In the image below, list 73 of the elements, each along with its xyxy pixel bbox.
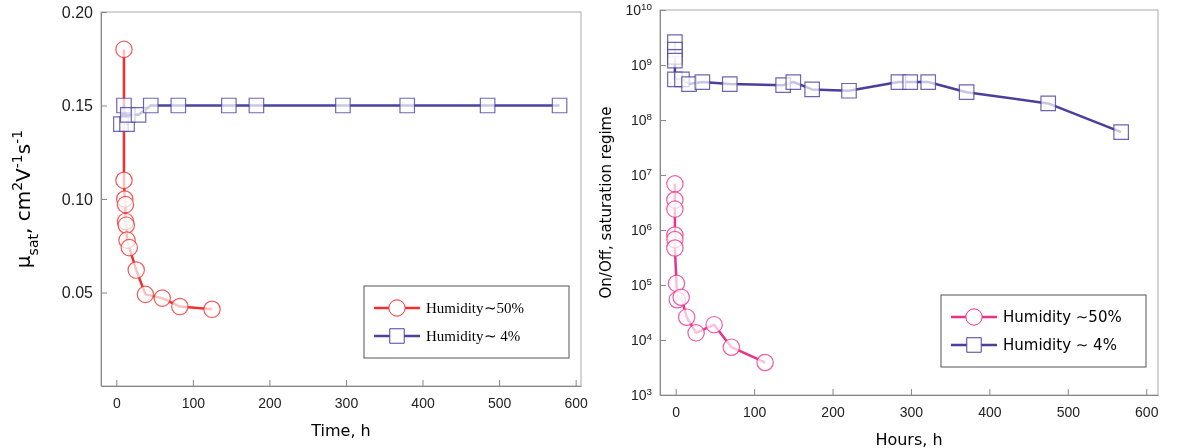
- point: [136, 285, 155, 304]
- point: [841, 82, 857, 99]
- legend-label: Humidity∼50%: [426, 300, 524, 316]
- point: [672, 288, 690, 306]
- point: [142, 97, 159, 114]
- point: [221, 97, 237, 114]
- y-tick-label: 10$^{7}$: [630, 165, 652, 183]
- y-axis-title: On/Off, saturation regime: [597, 106, 615, 299]
- x-tick-label: 200: [258, 394, 282, 411]
- y-tick-label: 0.10: [61, 190, 94, 208]
- point: [920, 74, 937, 90]
- point: [130, 107, 147, 123]
- x-tick-label: 400: [978, 403, 1002, 420]
- x-axis-title: Hours, h: [875, 430, 943, 448]
- point: [115, 40, 133, 59]
- point: [170, 97, 187, 114]
- y-tick-label: 0.20: [61, 3, 94, 21]
- point: [687, 324, 705, 342]
- y-tick-label: 10$^{4}$: [630, 330, 653, 348]
- legend-label: Humidity ∼ 4%: [1003, 336, 1117, 354]
- point: [756, 353, 774, 372]
- point: [117, 216, 136, 234]
- x-tick-label: 100: [181, 394, 206, 411]
- y-tick-label: 10$^{6}$: [630, 220, 653, 238]
- x-axis-title: Time, h: [310, 421, 371, 440]
- point: [399, 97, 416, 114]
- x-tick-label: 100: [742, 403, 767, 420]
- point: [335, 97, 351, 114]
- point: [1040, 95, 1057, 112]
- point: [171, 297, 189, 316]
- point: [722, 338, 741, 356]
- point: [153, 289, 172, 307]
- y-tick-label: 0.05: [61, 284, 94, 302]
- point: [705, 315, 723, 334]
- point: [666, 200, 684, 218]
- point: [1113, 124, 1129, 141]
- point: [721, 76, 738, 92]
- point: [785, 74, 802, 90]
- point: [248, 97, 265, 114]
- x-tick-label: 500: [1056, 403, 1081, 420]
- point: [666, 239, 684, 257]
- point: [120, 238, 139, 257]
- point: [666, 175, 684, 193]
- point: [667, 52, 683, 69]
- x-tick-label: 300: [899, 403, 924, 420]
- y-tick-label: 10$^{8}$: [630, 110, 653, 128]
- point: [115, 171, 133, 190]
- y-tick-label: 10$^{9}$: [630, 55, 652, 73]
- x-tick-label: 600: [564, 394, 589, 411]
- point: [479, 97, 496, 114]
- point: [116, 195, 135, 214]
- x-tick-label: 600: [1135, 403, 1159, 420]
- x-tick-label: 300: [334, 394, 359, 411]
- y-tick-label: 10$^{3}$: [630, 385, 653, 403]
- legend-label: Humidity∼ 4%: [426, 328, 521, 344]
- point: [694, 74, 711, 90]
- y-tick-label: 10$^{5}$: [630, 275, 653, 293]
- point: [667, 274, 686, 293]
- point: [902, 74, 919, 90]
- x-tick-label: 200: [821, 403, 845, 420]
- point: [551, 97, 568, 114]
- point: [677, 308, 696, 326]
- x-tick-label: 0: [112, 394, 121, 411]
- x-tick-label: 0: [672, 403, 681, 420]
- y-tick-label: 10$^{10}$: [625, 0, 653, 18]
- point: [127, 261, 145, 279]
- point: [804, 81, 820, 98]
- point: [203, 300, 221, 319]
- point: [958, 84, 975, 101]
- x-tick-label: 500: [487, 394, 512, 411]
- x-tick-label: 400: [411, 394, 435, 411]
- legend-label: Humidity ∼50%: [1003, 308, 1122, 326]
- y-tick-label: 0.15: [61, 97, 94, 115]
